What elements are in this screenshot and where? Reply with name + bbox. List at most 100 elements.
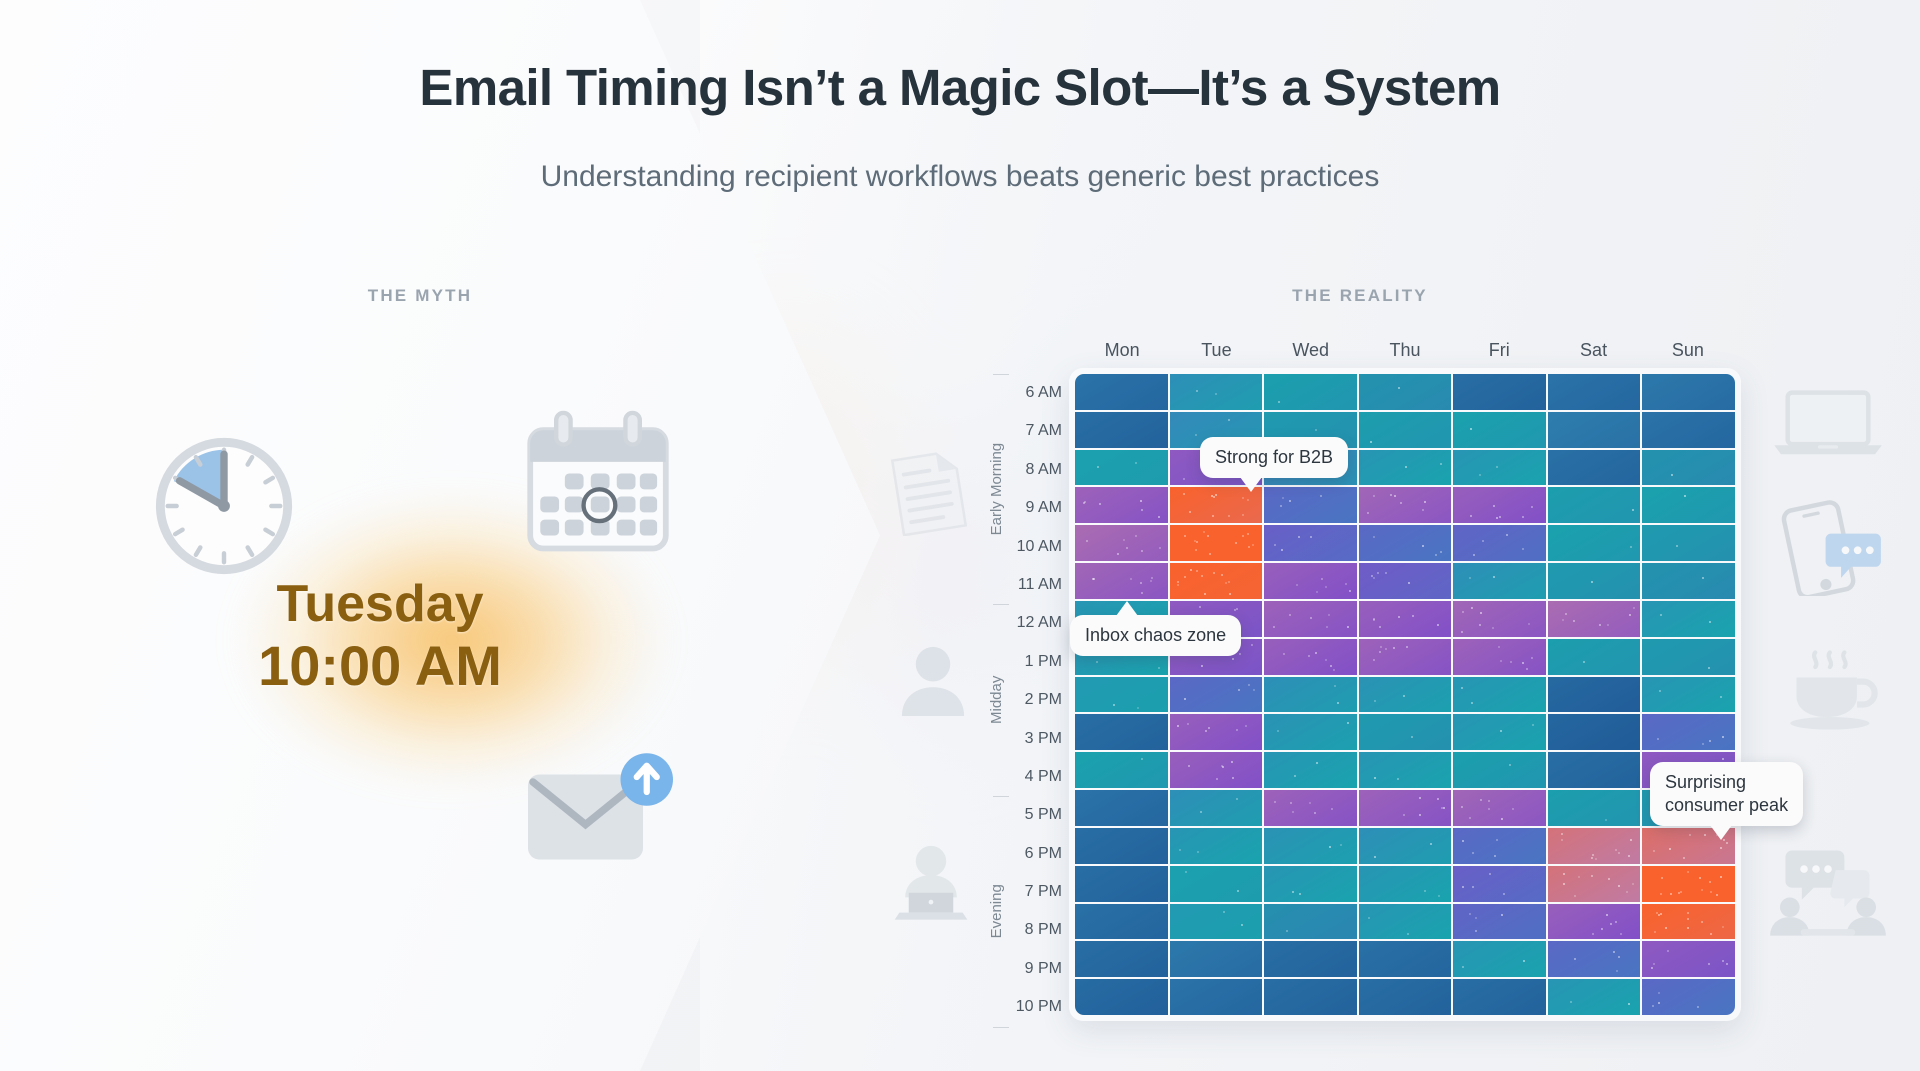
heatmap-cell xyxy=(1642,714,1735,751)
heatmap-cell-speckles xyxy=(1548,639,1641,675)
heatmap-cell xyxy=(1453,903,1546,940)
heatmap-cell-speckles xyxy=(1548,790,1641,826)
heatmap-cell xyxy=(1169,714,1263,751)
coffee-cup-icon xyxy=(1790,650,1878,730)
heatmap-cell-speckles xyxy=(1453,525,1546,561)
heatmap-day-label: Wed xyxy=(1292,340,1330,360)
heatmap-cell xyxy=(1642,865,1735,902)
heatmap-cell xyxy=(1169,979,1263,1015)
clock-icon xyxy=(155,437,293,575)
heatmap-band-rule xyxy=(993,796,1009,798)
heatmap-cell xyxy=(1169,752,1263,789)
heatmap-cell xyxy=(1642,374,1735,410)
heatmap-hour-label: 11 AM xyxy=(1017,575,1062,593)
heatmap-cell-speckles xyxy=(1642,677,1735,713)
heatmap-cell xyxy=(1358,525,1452,562)
heatmap-cell xyxy=(1358,865,1452,902)
heatmap-cell-speckles xyxy=(1453,714,1546,750)
heatmap-cell-speckles xyxy=(1548,601,1641,637)
heatmap-cell xyxy=(1169,827,1263,864)
heatmap-cell xyxy=(1358,714,1452,751)
page-title: Email Timing Isn’t a Magic Slot—It’s a S… xyxy=(419,59,1501,116)
heatmap-cell-speckles xyxy=(1170,487,1263,523)
heatmap-cell xyxy=(1075,790,1168,826)
heatmap-cell xyxy=(1075,563,1168,599)
heatmap-cell xyxy=(1075,714,1168,751)
heatmap-cell xyxy=(1642,903,1735,940)
heatmap-cell xyxy=(1547,941,1641,978)
heatmap-cell-speckles xyxy=(1359,904,1452,940)
heatmap-cell-speckles xyxy=(1170,412,1263,448)
heatmap-cell xyxy=(1547,979,1641,1015)
heatmap-cell xyxy=(1264,865,1357,902)
heatmap-cell xyxy=(1169,525,1263,562)
heatmap-cell-speckles xyxy=(1075,563,1168,599)
heatmap-cell-speckles xyxy=(1359,677,1452,713)
heatmap-cell xyxy=(1358,600,1452,637)
heatmap-hour-label: 8 AM xyxy=(1025,460,1062,478)
heatmap-cell xyxy=(1547,714,1641,751)
heatmap-cell xyxy=(1169,790,1263,826)
heatmap-cell xyxy=(1358,487,1452,524)
heatmap-cell xyxy=(1264,941,1357,978)
heatmap-cell xyxy=(1358,903,1452,940)
laptop-icon xyxy=(1774,390,1882,455)
heatmap-cell-speckles xyxy=(1359,563,1452,599)
heatmap-cell-speckles xyxy=(1548,941,1641,977)
heatmap-cell xyxy=(1075,487,1168,524)
heatmap-cell xyxy=(1642,449,1735,486)
heatmap-cell xyxy=(1358,638,1452,675)
heatmap-cell xyxy=(1453,411,1546,448)
heatmap-cell-speckles xyxy=(1264,374,1357,410)
heatmap-cell-speckles xyxy=(1264,828,1357,864)
heatmap-cell xyxy=(1547,487,1641,524)
heatmap-cell xyxy=(1075,903,1168,940)
heatmap-cell xyxy=(1547,865,1641,902)
heatmap-cell-speckles xyxy=(1453,866,1546,902)
heatmap-cell-speckles xyxy=(1642,563,1735,599)
heatmap-cell xyxy=(1075,374,1168,410)
heatmap-cell-speckles xyxy=(1359,866,1452,902)
heatmap-hour-label: 7 PM xyxy=(1024,883,1062,901)
heatmap-cell-speckles xyxy=(1548,525,1641,561)
heatmap-cell-speckles xyxy=(1359,790,1452,826)
heatmap-cell xyxy=(1547,525,1641,562)
heatmap-cell-speckles xyxy=(1264,487,1357,523)
heatmap-cell-speckles xyxy=(1548,563,1641,599)
heatmap-cell xyxy=(1453,563,1546,599)
email-send-icon xyxy=(528,753,673,860)
heatmap-cell xyxy=(1264,979,1357,1015)
heatmap-cell-speckles xyxy=(1264,563,1357,599)
heatmap-cell xyxy=(1264,600,1357,637)
heatmap-hour-label: 8 PM xyxy=(1024,921,1062,939)
annotation-strong-for-b2b: Strong for B2B xyxy=(1200,437,1349,493)
heatmap-cell xyxy=(1169,903,1263,940)
heatmap-cell-speckles xyxy=(1359,639,1452,675)
heatmap-cell-speckles xyxy=(1264,790,1357,826)
heatmap-cell xyxy=(1642,563,1735,599)
heatmap-hour-label: 7 AM xyxy=(1025,422,1062,440)
heatmap-cell xyxy=(1358,752,1452,789)
heatmap-cell xyxy=(1547,827,1641,864)
heatmap-cell-speckles xyxy=(1264,752,1357,788)
heatmap-cell-speckles xyxy=(1453,601,1546,637)
heatmap-band-label: Early Morning xyxy=(988,442,1005,536)
heatmap-cell xyxy=(1642,411,1735,448)
heatmap-cell-speckles xyxy=(1453,752,1546,788)
heatmap-cell xyxy=(1075,676,1168,713)
heatmap-cell xyxy=(1264,676,1357,713)
heatmap-hour-label: 10 PM xyxy=(1015,998,1062,1016)
heatmap-cell xyxy=(1075,411,1168,448)
heatmap-cell-speckles xyxy=(1359,714,1452,750)
heatmap-cell xyxy=(1075,525,1168,562)
heatmap-cell-speckles xyxy=(1170,525,1263,561)
heatmap-cell xyxy=(1075,827,1168,864)
heatmap-cell-speckles xyxy=(1642,941,1735,977)
heatmap-cell xyxy=(1453,449,1546,486)
heatmap-cell xyxy=(1358,827,1452,864)
heatmap-hour-label: 4 PM xyxy=(1024,767,1062,785)
heatmap-cell xyxy=(1642,676,1735,713)
heatmap-cell-speckles xyxy=(1453,828,1546,864)
heatmap-cell-speckles xyxy=(1075,525,1168,561)
heatmap-hour-label: 5 PM xyxy=(1024,806,1062,824)
